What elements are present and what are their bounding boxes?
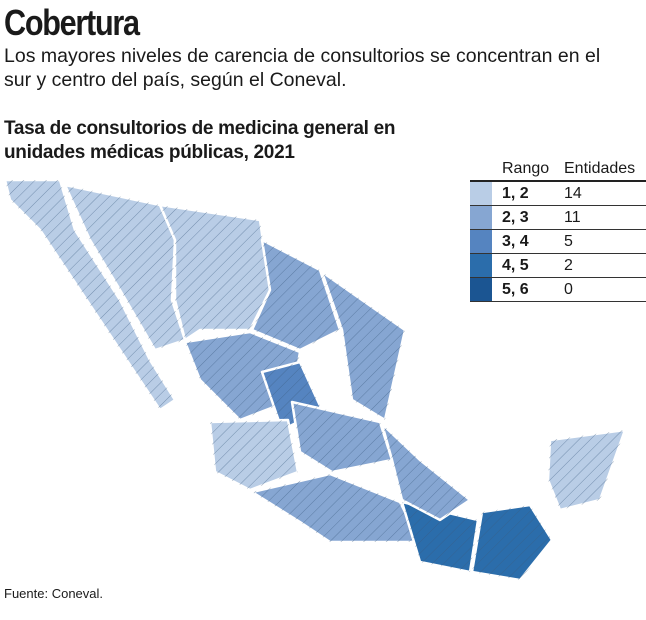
legend-row: 5, 6 0 (470, 278, 646, 302)
map-region-sur-pacifico (252, 474, 420, 542)
chart-title: Tasa de consultorios de medicina general… (4, 118, 396, 163)
legend-swatch (470, 278, 492, 301)
subtitle: Los mayores niveles de carencia de consu… (4, 45, 601, 91)
map-region-chihuahua (160, 205, 270, 340)
legend-range: 4, 5 (502, 256, 529, 274)
legend-range-header: Rango (502, 160, 550, 177)
map-region-veracruz (382, 424, 470, 520)
legend-count: 11 (564, 208, 581, 226)
map-region-noreste (322, 272, 405, 420)
map-region-occidente (210, 420, 298, 490)
legend-swatch (470, 254, 492, 277)
map-region-oaxaca (402, 502, 478, 572)
legend-row: 3, 4 5 (470, 230, 646, 254)
legend-range: 1, 2 (502, 184, 529, 202)
legend-count-header: Entidades (564, 160, 636, 177)
legend-count: 2 (564, 256, 573, 274)
map-region-baja-california (5, 180, 175, 410)
map-region-chiapas (472, 505, 552, 580)
legend-row: 2, 3 11 (470, 206, 646, 230)
legend-row: 4, 5 2 (470, 254, 646, 278)
map-region-yucatan (548, 430, 625, 510)
map-region-coahuila (252, 240, 340, 350)
legend-count: 14 (564, 184, 582, 202)
legend-count: 0 (564, 280, 573, 298)
legend-swatch (470, 206, 492, 229)
page-title: Cobertura (4, 2, 140, 43)
legend-row: 1, 2 14 (470, 182, 646, 206)
legend-table: Rango Entidades 1, 2 14 2, 3 11 3, 4 5 4, 5 2 5, … (470, 160, 646, 302)
map-region-centro (292, 402, 392, 472)
legend-count: 5 (564, 232, 573, 250)
legend-header: Rango Entidades (470, 160, 646, 182)
legend-swatch (470, 182, 492, 205)
mexico-map (3, 178, 627, 582)
legend-range: 3, 4 (502, 232, 529, 250)
legend-range: 5, 6 (502, 280, 529, 298)
legend-swatch (470, 230, 492, 253)
source-note: Fuente: Coneval. (4, 586, 104, 601)
map-region-sonora (65, 185, 185, 350)
legend-range: 2, 3 (502, 208, 529, 226)
